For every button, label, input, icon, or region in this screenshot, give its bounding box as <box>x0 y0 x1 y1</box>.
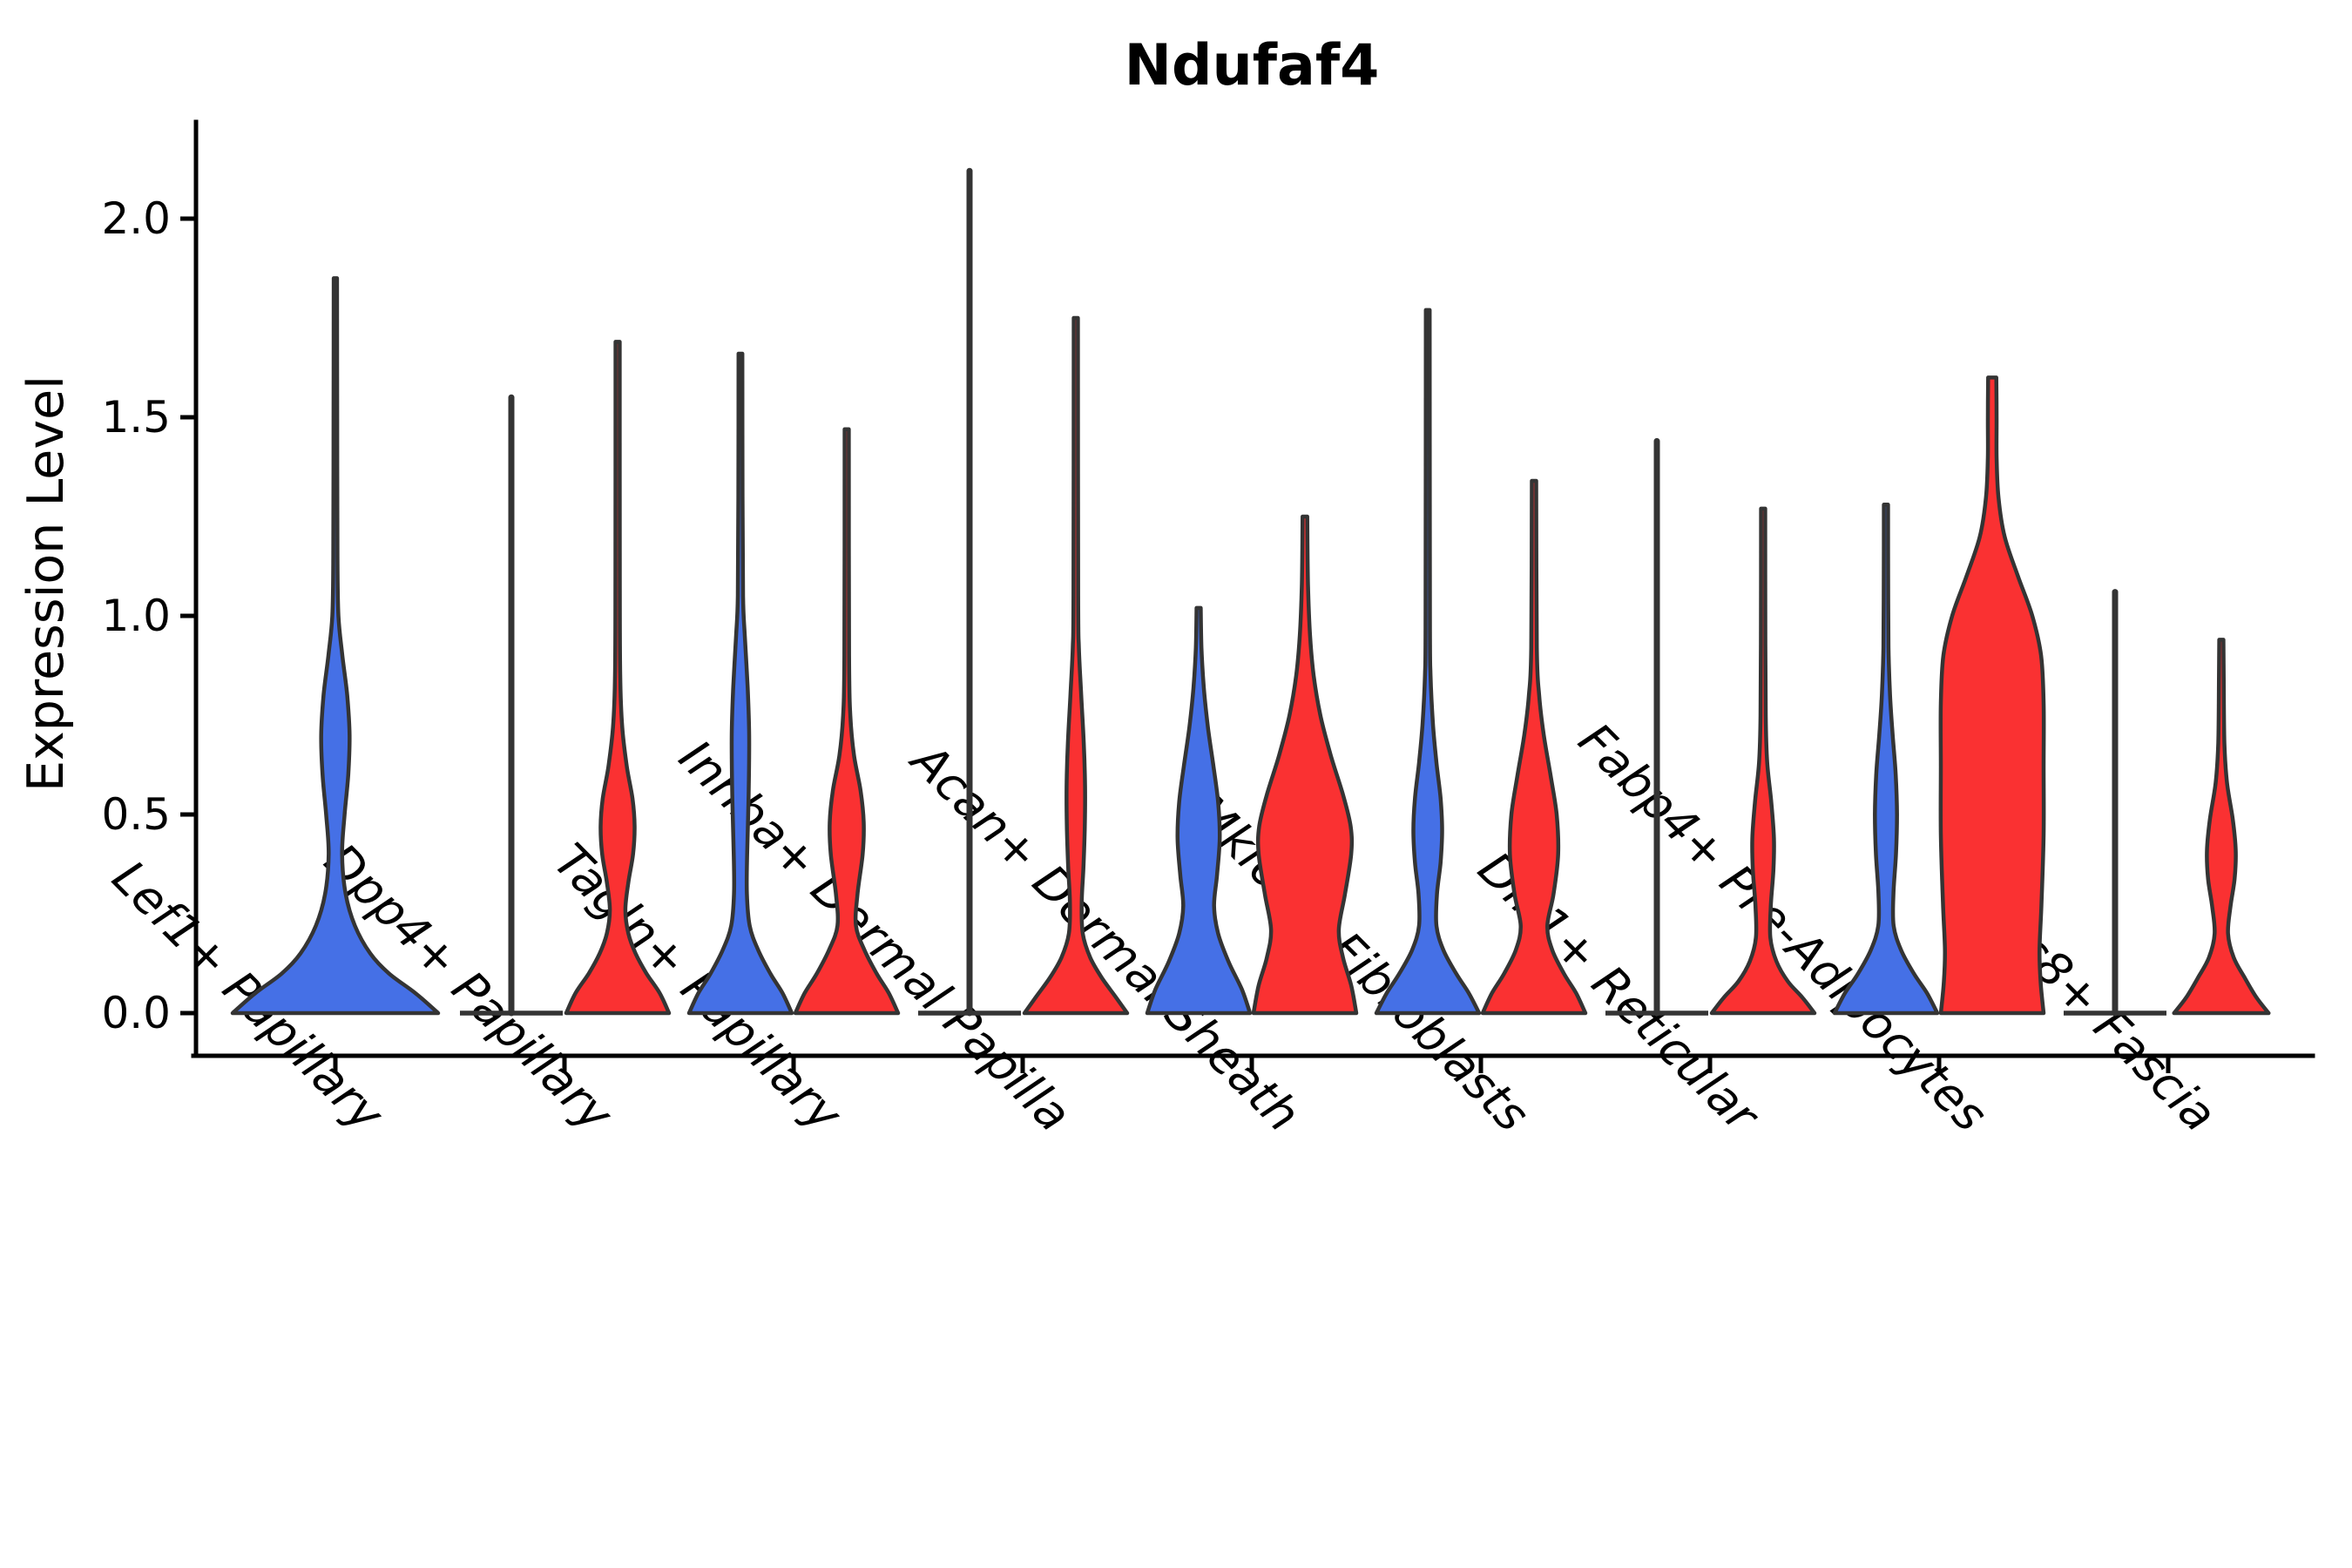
y-tick-label-1.5: 1.5 <box>101 392 171 443</box>
chart-title: Ndufaf4 <box>1125 33 1380 98</box>
violin-lef1-papillary-blue <box>230 276 441 1016</box>
violin-tagln-papillary-blue <box>686 351 794 1016</box>
y-axis-label: Expression Level <box>17 375 75 792</box>
y-axis-ticks: 0.0 0.5 1.0 1.5 2.0 <box>101 193 197 1038</box>
violin-inhba-dermal-papilla-red <box>1022 315 1130 1016</box>
violin-mki67-fibroblasts-blue <box>1374 308 1482 1016</box>
violin-fabp4-pre-adipocytes-red <box>1938 375 2046 1016</box>
violin-acan-dermal-sheath-blue <box>1145 605 1253 1016</box>
y-tick-label-1.0: 1.0 <box>101 591 171 641</box>
violin-dpp4-papillary-red <box>564 340 672 1016</box>
violin-dlk1-reticular-red <box>1709 506 1817 1016</box>
x-tick-label-acan-dermal-sheath: Acan+ Dermal Sheath <box>899 731 1310 1142</box>
y-tick-label-2.0: 2.0 <box>101 193 171 244</box>
x-tick-label-fabp4-pre-adipocytes: Fabp4+ Pre-Adipocytes <box>1568 713 1997 1142</box>
violin-mki67-fibroblasts-red <box>1480 478 1588 1016</box>
violin-plac8-fascia-red <box>2172 638 2271 1016</box>
violin-acan-dermal-sheath-red <box>1251 514 1359 1016</box>
violin-series <box>230 167 2271 1017</box>
violin-tagln-papillary-red <box>793 427 901 1016</box>
violin-fabp4-pre-adipocytes-blue <box>1832 503 1940 1016</box>
y-tick-label-0.0: 0.0 <box>101 988 171 1038</box>
y-tick-label-0.5: 0.5 <box>101 789 171 840</box>
